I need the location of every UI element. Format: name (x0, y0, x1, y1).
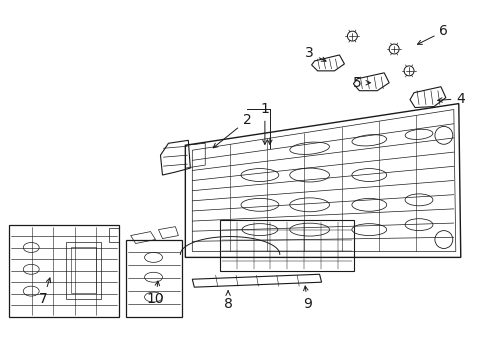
Text: 9: 9 (303, 286, 312, 311)
Text: 4: 4 (438, 92, 465, 105)
Text: 5: 5 (353, 76, 370, 90)
Text: 6: 6 (417, 24, 448, 44)
Text: 8: 8 (223, 291, 233, 311)
Text: 7: 7 (39, 278, 50, 306)
Text: 2: 2 (213, 113, 251, 148)
Text: 10: 10 (147, 281, 164, 306)
Text: 1: 1 (261, 102, 270, 144)
Text: 3: 3 (305, 46, 326, 61)
